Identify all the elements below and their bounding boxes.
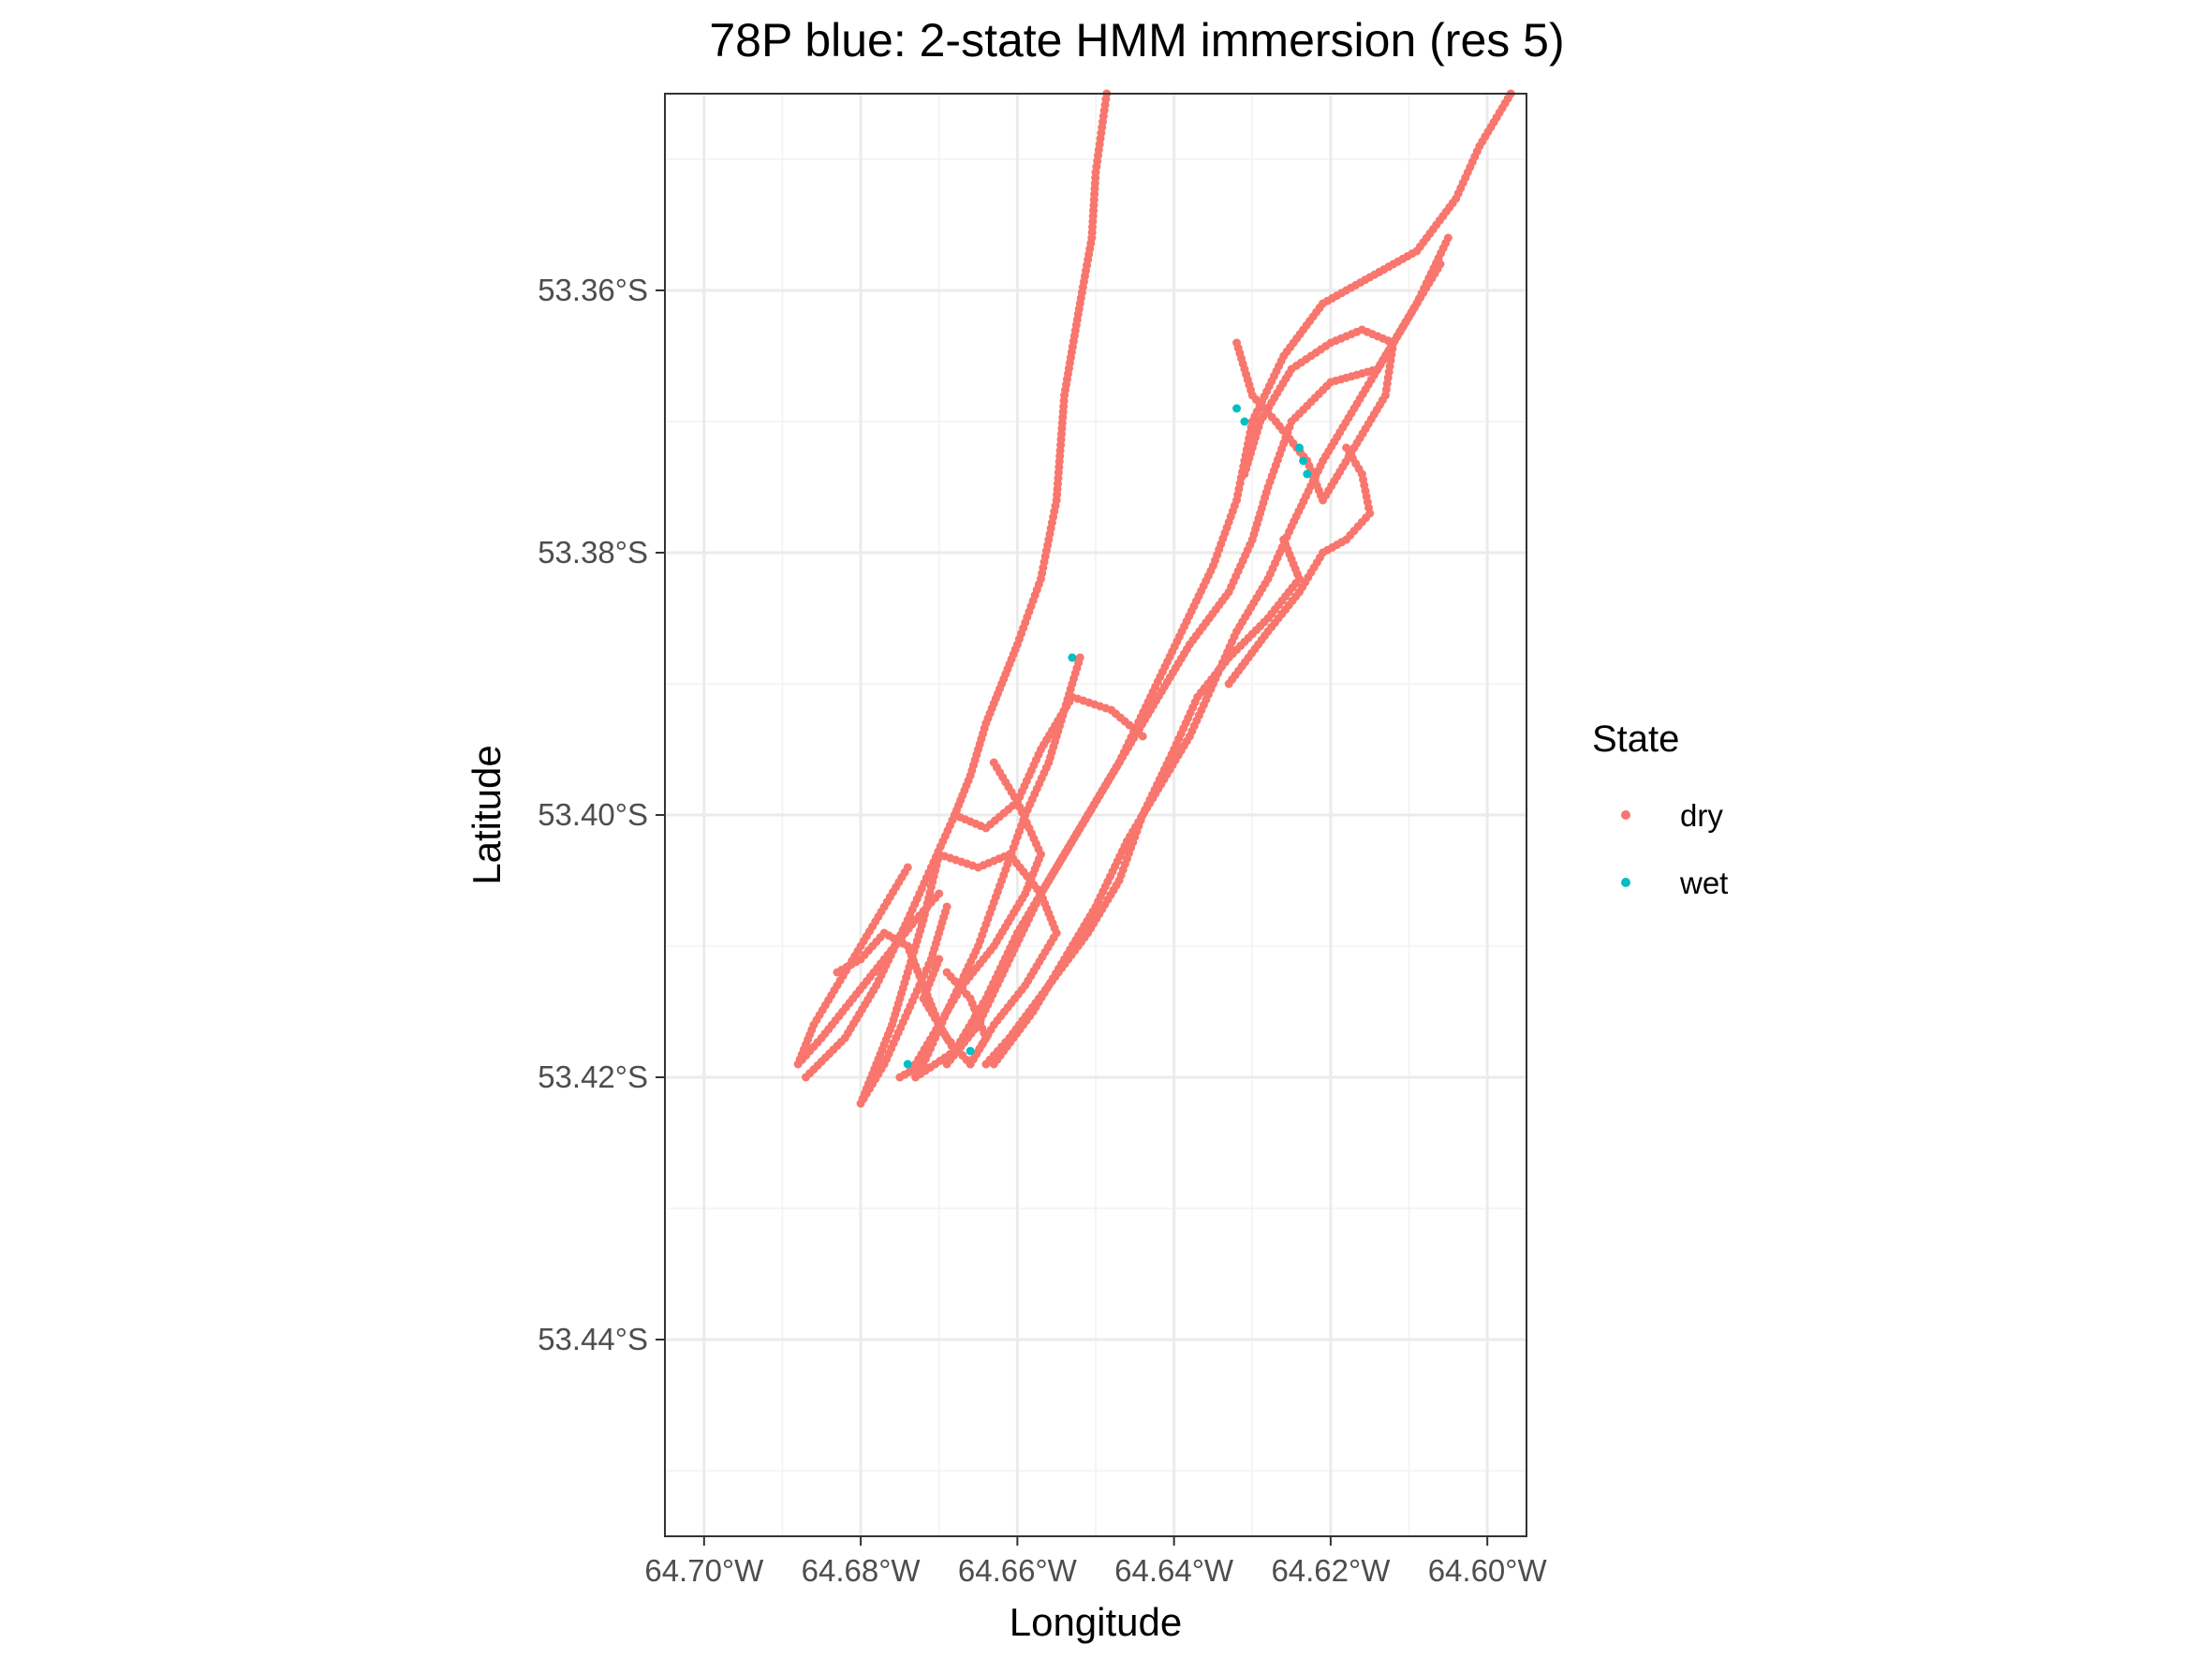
y-tick-label: 53.36°S [538, 273, 648, 307]
wet-point [1299, 456, 1308, 466]
x-tick-label: 64.60°W [1428, 1553, 1548, 1588]
dry-series [793, 89, 1515, 1108]
legend-key-wet [1621, 878, 1630, 887]
x-tick-label: 64.62°W [1271, 1553, 1391, 1588]
x-tick-label: 64.66°W [958, 1553, 1078, 1588]
y-tick-label: 53.42°S [538, 1059, 648, 1094]
dry-point [895, 1073, 905, 1082]
wet-point [1232, 404, 1242, 413]
dry-point [802, 1073, 811, 1082]
dry-point [942, 1059, 951, 1069]
dry-point [1240, 469, 1249, 479]
dry-point [911, 1059, 921, 1069]
legend-label-wet: wet [1679, 866, 1728, 900]
x-axis: 64.70°W 64.68°W 64.66°W 64.64°W 64.62°W 64.60… [644, 1536, 1547, 1588]
legend: State dry wet [1592, 718, 1728, 900]
y-tick-label: 53.44°S [538, 1322, 648, 1356]
grid-lines [665, 94, 1526, 1536]
dry-point [911, 1073, 921, 1082]
y-axis: 53.36°S 53.38°S 53.40°S 53.42°S 53.44°S [538, 273, 665, 1356]
dry-point [950, 810, 959, 820]
wet-point [966, 1046, 975, 1056]
dry-point [942, 902, 951, 911]
wet-point [1294, 443, 1304, 452]
x-tick-label: 64.70°W [644, 1553, 764, 1588]
x-axis-title: Longitude [1010, 1600, 1183, 1644]
dry-point [935, 889, 944, 898]
x-tick-label: 64.68°W [802, 1553, 922, 1588]
y-tick-label: 53.40°S [538, 797, 648, 832]
legend-label-dry: dry [1680, 798, 1723, 833]
x-tick-label: 64.64°W [1114, 1553, 1234, 1588]
dry-point [950, 1046, 959, 1056]
legend-key-dry [1621, 810, 1630, 820]
y-tick-label: 53.38°S [538, 535, 648, 570]
y-axis-title: Latitude [465, 745, 509, 884]
wet-point [1303, 469, 1312, 479]
dry-point [981, 1059, 991, 1069]
legend-title: State [1592, 718, 1679, 760]
chart-title: 78P blue: 2-state HMM immersion (res 5) [709, 14, 1564, 67]
wet-point [1240, 417, 1249, 426]
wet-series [903, 404, 1312, 1069]
dry-point [935, 955, 944, 964]
dry-point [1224, 679, 1233, 689]
wet-point [1068, 653, 1077, 662]
wet-point [903, 1059, 912, 1069]
